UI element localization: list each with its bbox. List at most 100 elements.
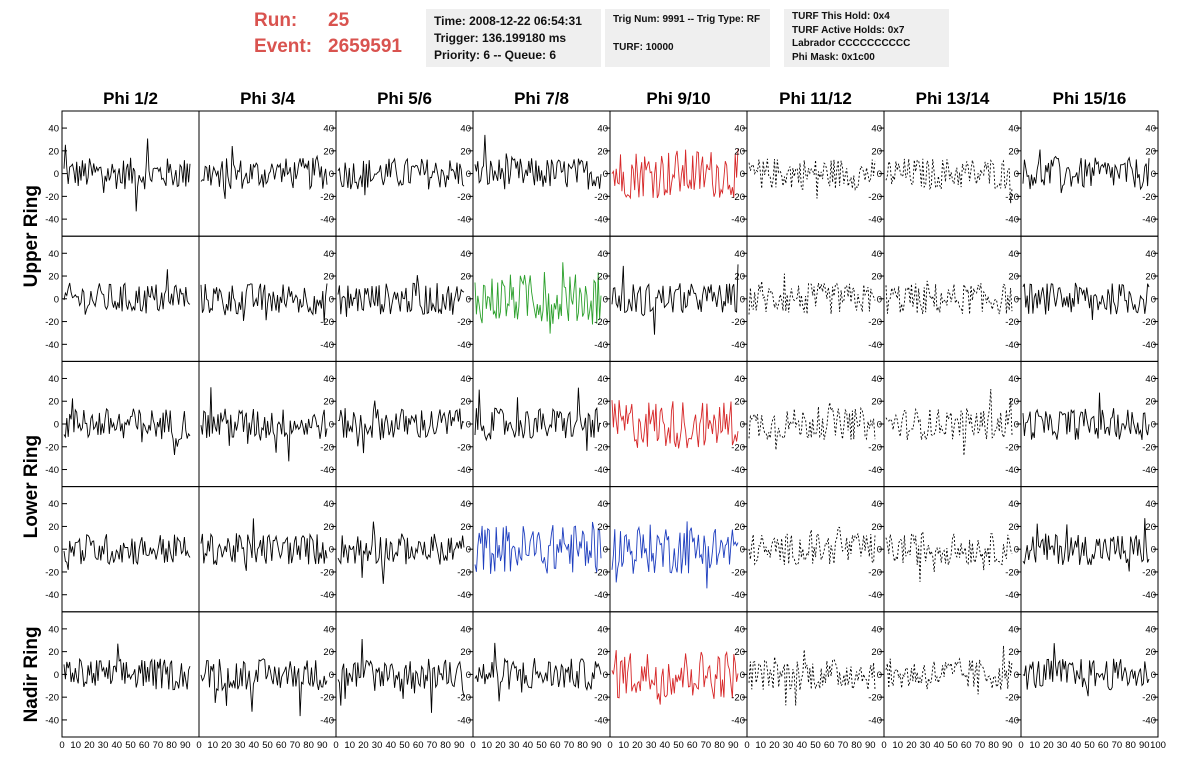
y-tick-label: -40 [320,340,334,351]
x-tick-label: 70 [153,740,164,751]
y-tick-label: 0 [329,294,334,305]
y-tick-label: -40 [320,590,334,601]
y-tick-label: 0 [740,670,745,681]
y-tick-label: 40 [871,624,882,635]
y-tick-label: 40 [460,249,471,260]
x-tick-label: 30 [646,740,657,751]
event-label: Event: [254,36,313,57]
panel-frame [1020,235,1159,362]
waveform-trace [63,534,191,570]
y-tick-label: -40 [594,715,608,726]
y-tick-label: -20 [45,567,59,578]
x-tick-label: 80 [714,740,725,751]
y-tick-label: 20 [734,647,745,658]
y-tick-label: 20 [1145,146,1156,157]
panel-frame [883,235,1022,362]
y-tick-label: -40 [1005,590,1019,601]
y-tick-label: -20 [868,192,882,203]
y-tick-label: 20 [48,146,59,157]
waveform-trace [1022,392,1150,440]
y-tick-label: 40 [48,374,59,385]
y-tick-label: 0 [740,420,745,431]
y-tick-label: -20 [1005,317,1019,328]
y-tick-label: 0 [329,169,334,180]
column-header: Phi 1/2 [103,89,158,108]
y-tick-label: 0 [877,670,882,681]
y-tick-label: 0 [1151,670,1156,681]
x-tick-label: 50 [673,740,684,751]
panel-frame [472,486,611,613]
y-tick-label: 20 [48,647,59,658]
run-value: 25 [328,10,350,31]
waveform-trace [63,138,191,212]
x-tick-label: 80 [440,740,451,751]
x-tick-label: 0 [59,740,64,751]
panel-frame [883,110,1022,237]
waveform-trace [474,521,602,574]
x-tick-label: 90 [1139,740,1150,751]
y-tick-label: -20 [731,317,745,328]
waveform-trace [200,283,328,324]
x-tick-label: 60 [687,740,698,751]
y-tick-label: 40 [1145,249,1156,260]
y-tick-label: -40 [45,715,59,726]
y-tick-label: -40 [457,340,471,351]
y-tick-label: -20 [594,317,608,328]
x-tick-label: 20 [221,740,232,751]
y-tick-label: 0 [1151,420,1156,431]
y-tick-label: -20 [320,442,334,453]
waveform-trace [885,388,1013,456]
y-tick-label: 0 [329,545,334,556]
waveform-trace [611,521,739,589]
x-tick-label: 10 [207,740,218,751]
panel-frame [883,360,1022,488]
panel-frame [609,360,748,488]
waveform-trace [200,145,328,199]
waveform-trace [474,642,602,702]
x-tick-label: 70 [975,740,986,751]
column-header: Phi 7/8 [514,89,569,108]
y-tick-label: 40 [1145,374,1156,385]
x-tick-label: 70 [701,740,712,751]
waveform-trace [474,262,602,334]
y-tick-label: -20 [594,192,608,203]
x-tick-label: 40 [797,740,808,751]
panel-frame [746,486,885,613]
y-tick-label: 0 [877,420,882,431]
row-label: Upper Ring [21,185,42,287]
column-header: Phi 13/14 [916,89,990,108]
y-tick-label: 0 [877,169,882,180]
x-tick-label: 10 [892,740,903,751]
y-tick-label: -20 [457,192,471,203]
y-tick-label: -20 [1142,442,1156,453]
y-tick-label: -20 [1005,567,1019,578]
y-tick-label: 20 [734,146,745,157]
column-header: Phi 15/16 [1053,89,1127,108]
waveform-trace [337,638,465,713]
y-tick-label: 20 [460,522,471,533]
waveform-trace [885,645,1013,695]
y-tick-label: -40 [1142,590,1156,601]
y-tick-label: 20 [48,272,59,283]
waveform-trace [1022,149,1150,194]
run-event-info: Run: 25 Event: 2659591 [254,8,402,60]
y-tick-label: 20 [323,272,334,283]
y-tick-label: 40 [323,624,334,635]
phi-mask-text: Phi Mask: 0x1c00 [792,51,875,63]
y-tick-label: 40 [1145,499,1156,510]
y-tick-label: 40 [1008,499,1019,510]
y-tick-label: -20 [731,192,745,203]
y-tick-label: -40 [594,590,608,601]
x-tick-label: 20 [632,740,643,751]
x-tick-label: 90 [1002,740,1013,751]
y-tick-label: 40 [460,624,471,635]
y-tick-label: 40 [734,124,745,135]
waveform-trace [474,387,602,451]
trig-num-text: Trig Num: 9991 -- Trig Type: RF [613,14,761,25]
panel-frame [61,486,200,613]
x-tick-label: 50 [399,740,410,751]
x-tick-label: 40 [660,740,671,751]
x-tick-label: 20 [495,740,506,751]
y-tick-label: 40 [1145,624,1156,635]
